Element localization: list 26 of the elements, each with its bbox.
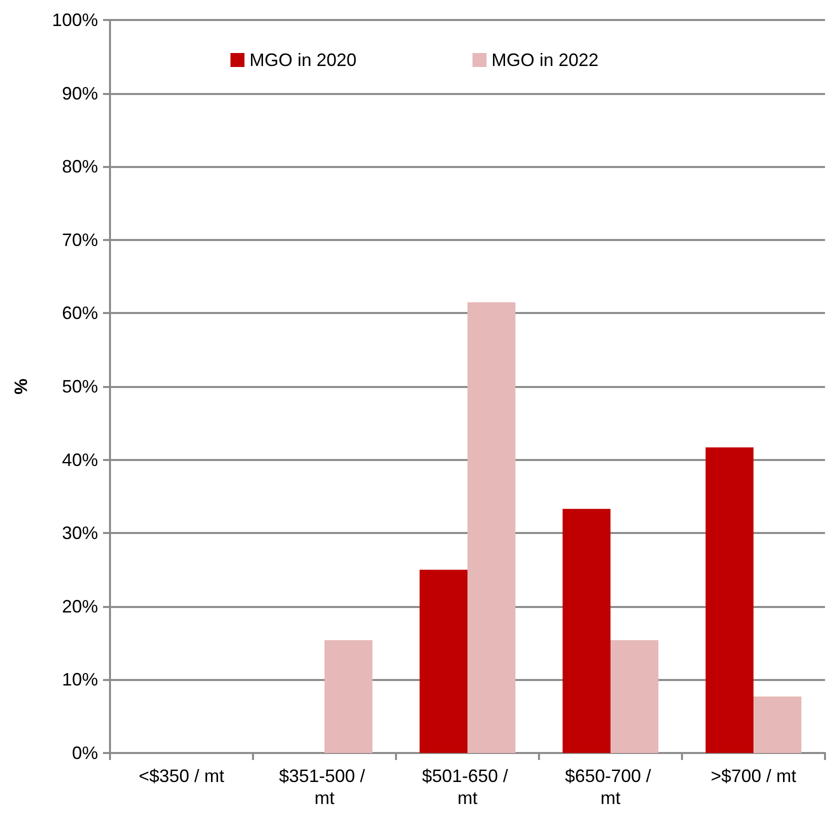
legend-label: MGO in 2022 (492, 50, 599, 70)
y-tick-label: 50% (62, 376, 98, 396)
bar (562, 508, 610, 753)
y-tick-label: 40% (62, 450, 98, 470)
y-tick-label: 80% (62, 156, 98, 177)
y-axis-title: % (11, 378, 31, 395)
x-tick-label: $351-500 / mt (278, 766, 370, 808)
bar (324, 640, 372, 753)
y-tick-label: 20% (62, 596, 98, 616)
y-tick-label: 70% (62, 230, 98, 250)
y-tick-label: 100% (52, 10, 98, 30)
bar (610, 640, 658, 753)
bar (754, 696, 802, 753)
bar (706, 447, 754, 753)
x-tick-label: <$350 / mt (138, 766, 224, 786)
y-tick-label: 60% (62, 303, 98, 324)
bar (420, 570, 468, 753)
x-tick-label: $501-650 / mt (422, 766, 514, 808)
y-tick-label: 30% (62, 523, 98, 544)
bar (468, 302, 516, 753)
y-tick-label: 10% (62, 670, 98, 690)
y-tick-label: 90% (62, 83, 98, 104)
legend-label: MGO in 2020 (249, 50, 357, 70)
y-tick-label: 0% (72, 743, 98, 763)
x-tick-label: >$700 / mt (710, 766, 796, 786)
x-tick-label: $650-700 / mt (564, 766, 656, 808)
